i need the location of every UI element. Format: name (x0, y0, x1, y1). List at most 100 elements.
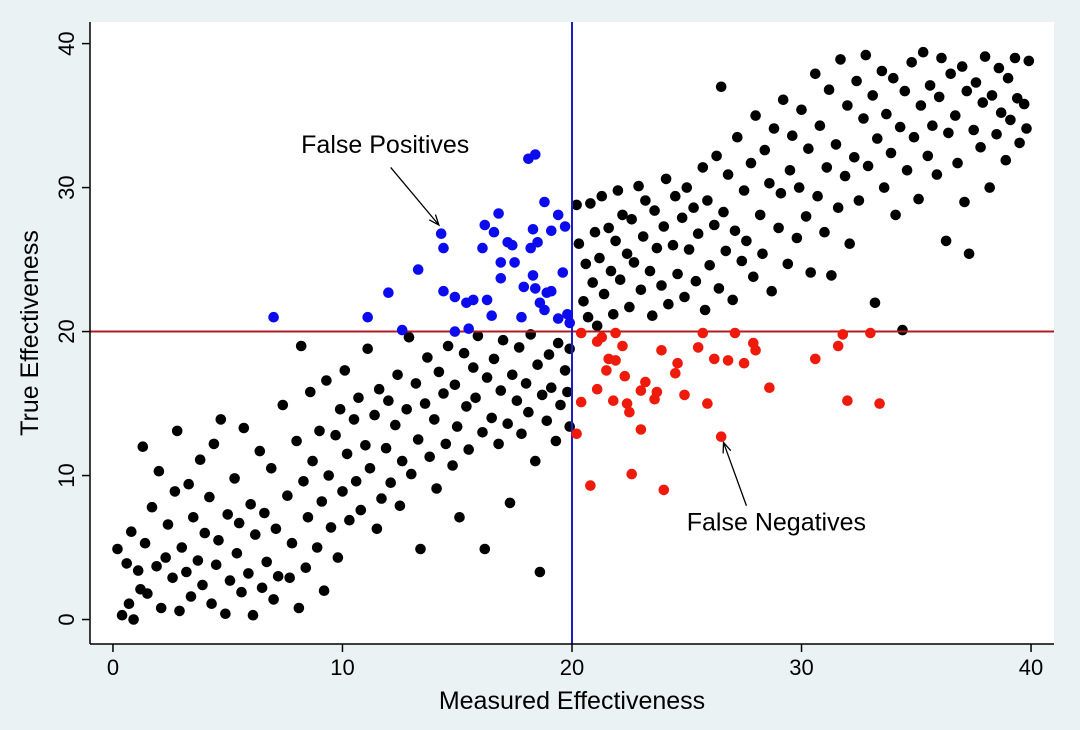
false-positives-point (562, 309, 573, 320)
false-positives-point (449, 291, 461, 303)
other-point (963, 248, 975, 260)
other-point (392, 369, 403, 381)
other-point (821, 162, 833, 173)
false-negatives-point (842, 395, 853, 407)
false-positives-point (530, 283, 541, 294)
other-point (541, 415, 553, 427)
other-point (429, 414, 440, 425)
other-point (766, 285, 777, 297)
other-point (860, 49, 872, 61)
other-point (1018, 98, 1030, 110)
other-point (614, 274, 626, 286)
other-point (197, 579, 208, 591)
other-point (132, 565, 144, 576)
false-positives-point (479, 219, 491, 231)
other-point (153, 465, 165, 477)
false-negatives-point (702, 398, 713, 409)
other-point (578, 296, 589, 307)
false-negatives-point (865, 327, 876, 339)
false-negatives-point (837, 329, 849, 340)
other-point (1023, 55, 1035, 67)
false-negatives-point (575, 327, 587, 339)
other-point (254, 445, 266, 457)
other-point (215, 414, 227, 425)
other-point (286, 537, 298, 549)
other-point (373, 383, 385, 395)
other-point (899, 85, 911, 97)
other-point (984, 182, 995, 193)
other-point (318, 585, 330, 596)
false-negatives-point (585, 480, 596, 491)
other-point (814, 120, 826, 131)
other-point (160, 552, 171, 563)
other-point (791, 232, 803, 244)
other-point (968, 124, 979, 136)
other-point (1000, 154, 1012, 166)
other-point (688, 202, 699, 213)
other-point (371, 523, 383, 535)
other-point (637, 231, 649, 242)
other-point (640, 195, 651, 206)
other-point (461, 401, 472, 412)
false-negatives-arrow (722, 442, 748, 506)
other-point (171, 425, 183, 437)
other-point (768, 123, 780, 134)
false-negatives-point (658, 484, 670, 496)
other-point (754, 209, 766, 221)
other-point (683, 244, 695, 255)
false-negatives-point (679, 389, 690, 401)
other-point (194, 454, 206, 466)
false-positives-point (507, 239, 518, 251)
other-point (952, 157, 963, 169)
y-axis-title: True Effectiveness (16, 230, 44, 436)
other-point (495, 385, 507, 396)
false-positives-point (527, 224, 539, 235)
other-point (123, 598, 135, 609)
other-point (810, 68, 821, 80)
other-point (897, 324, 908, 336)
other-point (853, 195, 865, 206)
other-point (736, 255, 748, 267)
other-point (481, 372, 493, 383)
false-positives-point (509, 257, 520, 268)
other-point (300, 562, 312, 573)
other-point (656, 280, 667, 291)
other-point (546, 382, 557, 394)
false-negatives-point (764, 382, 775, 394)
other-point (422, 352, 433, 363)
other-point (660, 173, 672, 185)
other-point (174, 605, 185, 617)
false-negatives-point (672, 357, 683, 369)
other-point (732, 131, 743, 143)
other-point (504, 497, 516, 509)
other-point (410, 378, 422, 389)
other-point (812, 190, 823, 202)
other-point (993, 62, 1005, 74)
other-point (362, 343, 374, 355)
false-positives-point (412, 264, 424, 275)
other-point (826, 270, 837, 281)
false-negatives-point (810, 353, 821, 365)
false-positives-point (564, 317, 575, 329)
other-point (782, 258, 794, 270)
other-point (851, 75, 862, 87)
other-point (1014, 137, 1025, 149)
other-point (869, 297, 881, 309)
false-positives-point (362, 311, 374, 323)
other-point (523, 406, 534, 418)
other-point (977, 97, 989, 108)
other-point (311, 542, 323, 553)
x-tick-label: 40 (1019, 655, 1043, 680)
other-point (282, 490, 293, 502)
other-point (272, 571, 284, 582)
points-highlighted (268, 149, 885, 496)
other-point (697, 162, 709, 173)
other-point (750, 110, 761, 121)
other-point (502, 418, 513, 430)
other-point (580, 258, 592, 270)
other-point (330, 429, 341, 441)
false-positives-point (438, 242, 449, 254)
other-point (819, 226, 830, 238)
other-point (885, 147, 897, 159)
other-point (757, 248, 768, 260)
